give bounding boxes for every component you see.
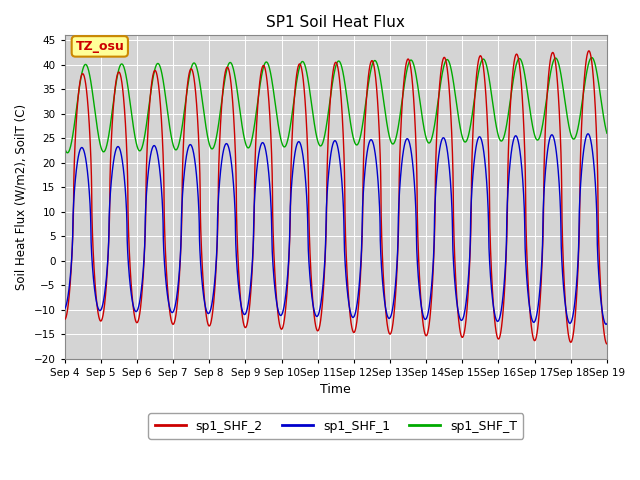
X-axis label: Time: Time (321, 383, 351, 396)
Title: SP1 Soil Heat Flux: SP1 Soil Heat Flux (266, 15, 405, 30)
Text: TZ_osu: TZ_osu (76, 40, 124, 53)
Y-axis label: Soil Heat Flux (W/m2), SoilT (C): Soil Heat Flux (W/m2), SoilT (C) (15, 104, 28, 290)
Legend: sp1_SHF_2, sp1_SHF_1, sp1_SHF_T: sp1_SHF_2, sp1_SHF_1, sp1_SHF_T (148, 413, 524, 439)
